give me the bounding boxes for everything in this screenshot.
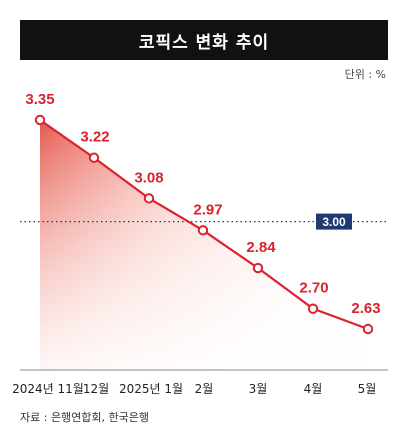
x-tick-label: 5월 xyxy=(358,382,377,396)
data-point xyxy=(362,323,374,335)
data-label: 3.35 xyxy=(25,91,54,108)
x-tick-label: 4월 xyxy=(304,382,323,396)
x-tick-label: 12월 xyxy=(83,382,109,396)
chart-title: 코픽스 변화 추이 xyxy=(20,20,388,60)
reference-label: 3.00 xyxy=(322,215,346,229)
unit-label: 단위 : % xyxy=(344,68,386,81)
data-point xyxy=(143,193,155,204)
x-tick-label: 2025년 1월 xyxy=(119,382,183,396)
data-point xyxy=(252,262,264,274)
data-label: 2.63 xyxy=(351,300,380,317)
data-point xyxy=(88,152,100,163)
x-tick-label: 3월 xyxy=(249,382,268,396)
source-note: 자료 : 은행연합회, 한국은행 xyxy=(20,411,150,424)
data-label: 2.97 xyxy=(193,201,222,218)
area-fade xyxy=(40,120,368,370)
data-point xyxy=(34,114,46,126)
x-tick-label: 2024년 11월 xyxy=(12,382,84,396)
data-label: 3.08 xyxy=(134,169,163,186)
x-tick-label: 2월 xyxy=(195,382,214,396)
data-point xyxy=(307,303,319,314)
data-label: 2.70 xyxy=(299,280,328,297)
reference-badge xyxy=(316,213,352,230)
data-point xyxy=(197,225,209,236)
data-label: 3.22 xyxy=(80,129,109,146)
data-label: 2.84 xyxy=(246,239,276,256)
